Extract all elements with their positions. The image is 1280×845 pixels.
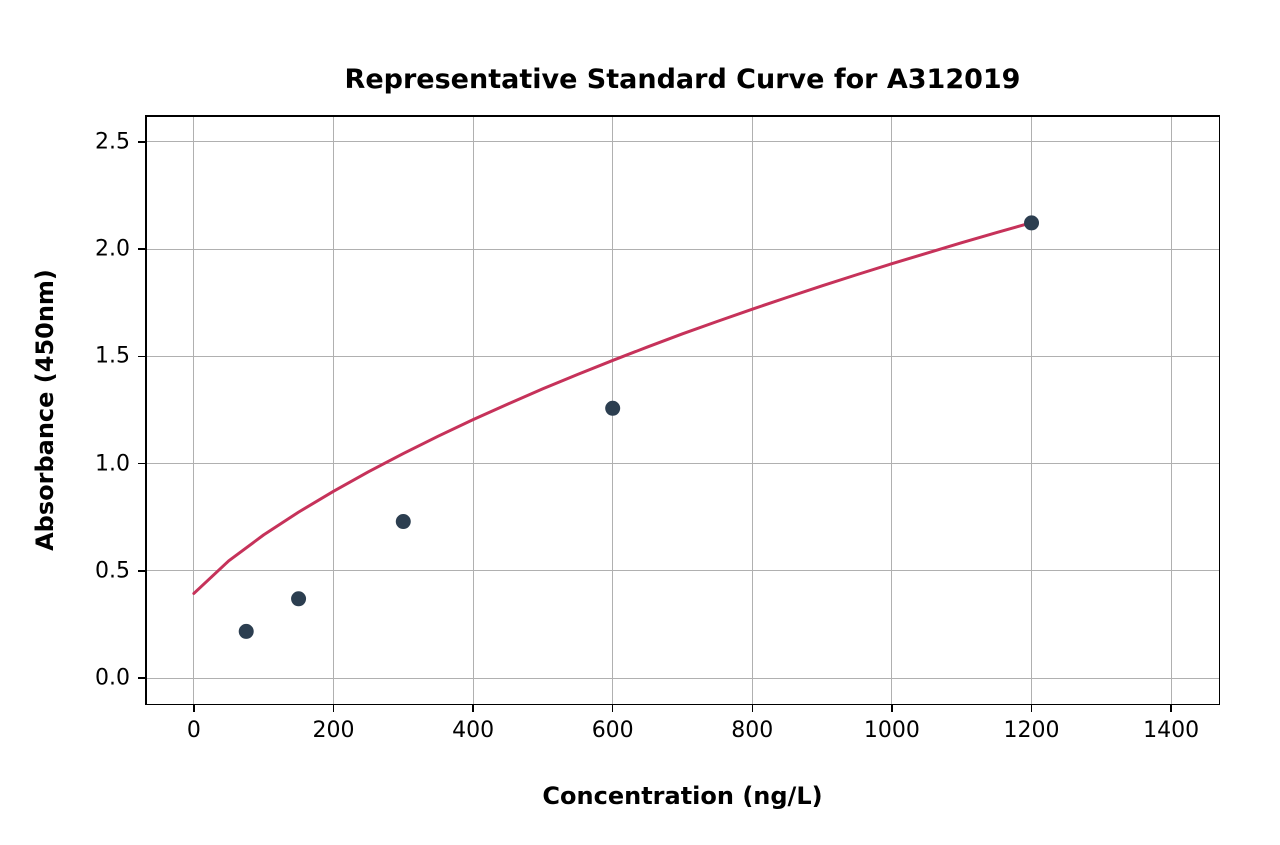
data-point	[396, 515, 410, 529]
data-point	[1025, 216, 1039, 230]
data-point	[292, 592, 306, 606]
chart-svg	[0, 0, 1280, 845]
figure: Representative Standard Curve for A31201…	[0, 0, 1280, 845]
data-point	[239, 624, 253, 638]
data-point	[606, 401, 620, 415]
